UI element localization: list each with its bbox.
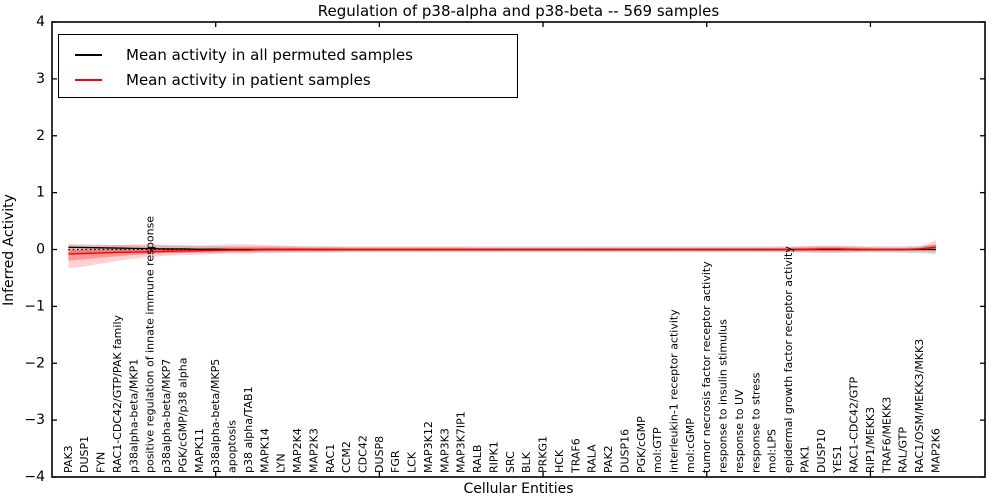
- svg-text:RAC1/OSM/MEKK3/MKK3: RAC1/OSM/MEKK3/MKK3: [913, 339, 926, 473]
- svg-text:response to UV: response to UV: [733, 389, 746, 473]
- svg-text:p38alpha-beta/MKP7: p38alpha-beta/MKP7: [160, 359, 173, 473]
- legend-item-permuted: Mean activity in all permuted samples: [75, 42, 517, 67]
- svg-text:−2: −2: [24, 355, 45, 371]
- svg-text:FYN: FYN: [95, 452, 108, 473]
- svg-text:DUSP1: DUSP1: [78, 436, 91, 473]
- svg-text:RAC1-CDC42/GTP/PAK family: RAC1-CDC42/GTP/PAK family: [111, 314, 124, 473]
- svg-text:PAK1: PAK1: [798, 445, 811, 473]
- svg-text:3: 3: [36, 71, 45, 87]
- confidence-bands: [68, 240, 936, 269]
- svg-text:CDC42: CDC42: [357, 435, 370, 473]
- svg-text:−4: −4: [24, 469, 45, 485]
- svg-text:MAPK14: MAPK14: [258, 428, 271, 473]
- svg-text:MAP3K3: MAP3K3: [438, 428, 451, 473]
- svg-text:MAP2K6: MAP2K6: [929, 428, 942, 473]
- patient-mean-line: [68, 246, 936, 255]
- svg-text:RAC1-CDC42/GTP: RAC1-CDC42/GTP: [848, 376, 861, 473]
- svg-text:epidermal growth factor recept: epidermal growth factor receptor activit…: [782, 246, 795, 473]
- svg-text:response to insulin stimulus: response to insulin stimulus: [717, 319, 730, 473]
- svg-text:RAC1: RAC1: [324, 444, 337, 473]
- svg-text:−3: −3: [24, 412, 45, 428]
- svg-text:TRAF6: TRAF6: [569, 438, 582, 474]
- legend-line-black-icon: [75, 53, 102, 56]
- svg-text:mol:GTP: mol:GTP: [651, 427, 664, 473]
- svg-text:PAK2: PAK2: [602, 445, 615, 473]
- legend-label-patient: Mean activity in patient samples: [126, 70, 371, 89]
- svg-text:RIP1/MEKK3: RIP1/MEKK3: [864, 407, 877, 473]
- svg-text:positive regulation of innate: positive regulation of innate immune res…: [144, 216, 157, 473]
- svg-text:0: 0: [36, 242, 45, 258]
- x-axis-label: Cellular Entities: [463, 481, 574, 497]
- svg-text:YES1: YES1: [831, 445, 844, 474]
- legend: Mean activity in all permuted samples Me…: [58, 34, 518, 98]
- svg-text:PAK3: PAK3: [62, 445, 75, 473]
- svg-text:mol:cGMP: mol:cGMP: [684, 418, 697, 473]
- svg-text:LYN: LYN: [275, 453, 288, 473]
- svg-text:MAP3K12: MAP3K12: [422, 421, 435, 473]
- svg-text:MAP3K7IP1: MAP3K7IP1: [455, 411, 468, 473]
- svg-text:DUSP8: DUSP8: [373, 436, 386, 473]
- svg-text:4: 4: [36, 14, 45, 30]
- svg-text:CCM2: CCM2: [340, 441, 353, 473]
- svg-text:response to stress: response to stress: [749, 372, 762, 473]
- svg-text:apoptosis: apoptosis: [226, 420, 239, 473]
- svg-text:p38alpha-beta/MKP1: p38alpha-beta/MKP1: [127, 359, 140, 473]
- svg-text:RIPK1: RIPK1: [487, 441, 500, 473]
- chart-title: Regulation of p38-alpha and p38-beta -- …: [317, 2, 720, 20]
- data-lines: [68, 246, 936, 255]
- y-tick-labels: 4 3 2 1 0 −1 −2 −3 −4: [24, 14, 45, 485]
- legend-label-permuted: Mean activity in all permuted samples: [126, 45, 413, 64]
- svg-text:MAP2K4: MAP2K4: [291, 428, 304, 473]
- legend-line-red-icon: [75, 78, 102, 81]
- svg-text:p38alpha-beta/MKP5: p38alpha-beta/MKP5: [209, 359, 222, 473]
- svg-text:SRC: SRC: [504, 451, 517, 473]
- svg-text:LCK: LCK: [406, 451, 419, 473]
- category-labels: PAK3 DUSP1 FYN RAC1-CDC42/GTP/PAK family p38…: [62, 216, 943, 474]
- svg-text:DUSP16: DUSP16: [618, 429, 631, 473]
- svg-text:RALA: RALA: [586, 444, 599, 473]
- svg-text:MAPK11: MAPK11: [193, 428, 206, 473]
- svg-text:HCK: HCK: [553, 449, 566, 473]
- axis-ticks: [52, 21, 985, 478]
- svg-text:MAP2K3: MAP2K3: [307, 428, 320, 473]
- svg-text:BLK: BLK: [520, 451, 533, 473]
- svg-text:−1: −1: [24, 298, 45, 314]
- y-axis-label: Inferred Activity: [1, 194, 17, 306]
- svg-text:PGK/cGMP: PGK/cGMP: [635, 416, 648, 473]
- svg-text:RALB: RALB: [471, 445, 484, 473]
- svg-text:PGK/cGMP/p38 alpha: PGK/cGMP/p38 alpha: [176, 358, 189, 473]
- svg-text:1: 1: [36, 185, 45, 201]
- svg-text:TRAF6/MEKK3: TRAF6/MEKK3: [880, 397, 893, 474]
- svg-text:interleukin-1 receptor activit: interleukin-1 receptor activity: [668, 309, 681, 473]
- svg-text:PRKG1: PRKG1: [537, 436, 550, 473]
- svg-text:DUSP10: DUSP10: [815, 429, 828, 473]
- svg-text:tumor necrosis factor receptor: tumor necrosis factor receptor activity: [700, 261, 713, 473]
- svg-text:p38 alpha/TAB1: p38 alpha/TAB1: [242, 386, 255, 473]
- svg-text:mol:LPS: mol:LPS: [766, 429, 779, 473]
- svg-text:2: 2: [36, 128, 45, 144]
- legend-item-patient: Mean activity in patient samples: [75, 67, 517, 92]
- svg-text:FGR: FGR: [389, 450, 402, 473]
- svg-text:RAL/GTP: RAL/GTP: [897, 427, 910, 473]
